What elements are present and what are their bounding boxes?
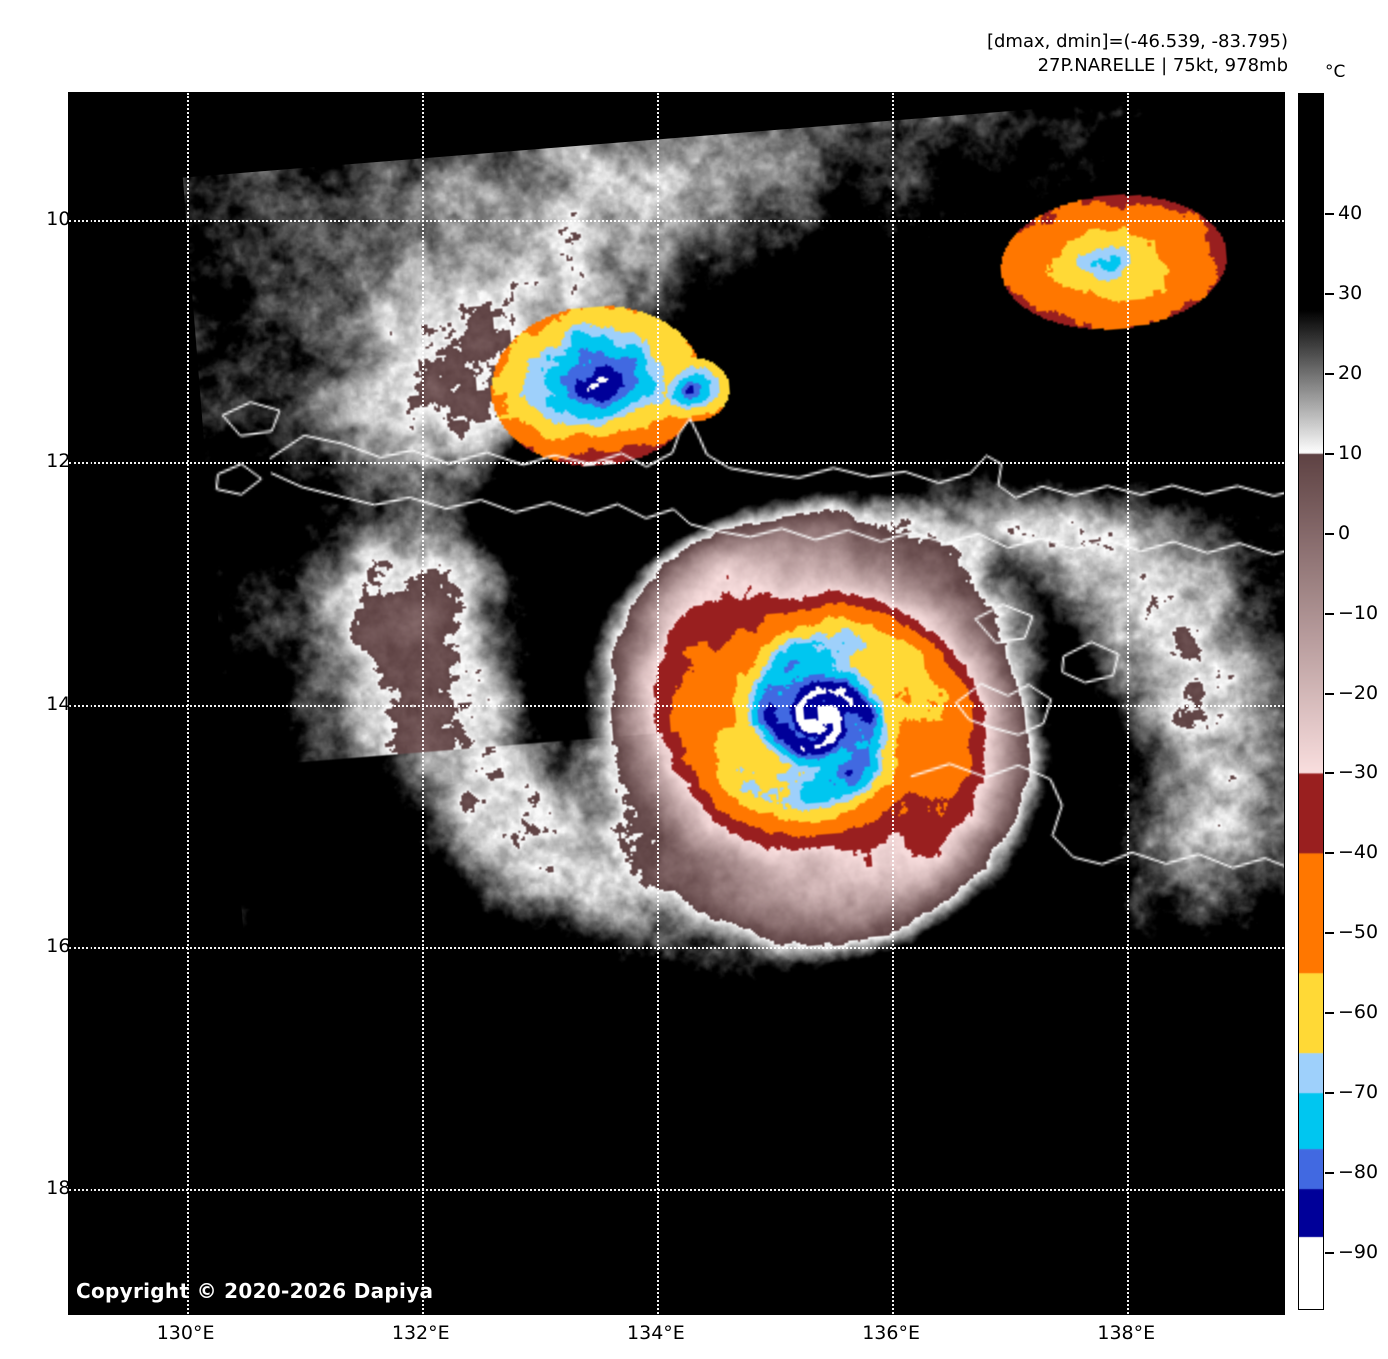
graticule-line-lat — [69, 704, 1284, 707]
colorbar-tick-label-2: 20 — [1338, 361, 1363, 384]
dminmax-label: [dmax, dmin]=(-46.539, -83.795) — [986, 31, 1288, 52]
graticule-line-lat — [69, 946, 1284, 949]
lat-tick-label-1: 12°S — [46, 450, 92, 473]
lat-tick-label-2: 14°S — [46, 692, 92, 715]
colorbar-tick-mark-0 — [1325, 212, 1334, 215]
colorbar-tick-mark-2 — [1325, 372, 1334, 375]
header-metadata-block: [dmax, dmin]=(-46.539, -83.795) 27P.NARE… — [987, 30, 1288, 79]
graticule-line-lon — [421, 93, 424, 1314]
graticule-line-lat — [69, 1188, 1284, 1191]
plot-inner — [69, 93, 1284, 1314]
lon-tick-label-2: 134°E — [627, 1322, 685, 1344]
colorbar-tick-label-8: −40 — [1338, 841, 1379, 864]
lat-tick-label-4: 18°S — [46, 1176, 92, 1199]
colorbar-tick-mark-5 — [1325, 612, 1334, 615]
colorbar-tick-mark-11 — [1325, 1092, 1334, 1095]
colorbar-tick-mark-12 — [1325, 1172, 1334, 1175]
graticule-line-lat — [69, 462, 1284, 465]
colorbar-tick-mark-4 — [1325, 532, 1334, 535]
satellite-image-plot — [68, 92, 1285, 1315]
colorbar-tick-mark-10 — [1325, 1012, 1334, 1015]
lon-tick-label-0: 130°E — [156, 1322, 215, 1344]
lat-tick-label-0: 10°S — [46, 208, 92, 231]
graticule-line-lon — [186, 93, 189, 1314]
lat-tick-label-3: 16°S — [46, 934, 92, 957]
colorbar-tick-label-7: −30 — [1338, 761, 1379, 784]
colorbar-tick-label-9: −50 — [1338, 921, 1379, 944]
colorbar-tick-label-10: −60 — [1338, 1001, 1379, 1024]
temperature-colorbar — [1298, 93, 1324, 1310]
colorbar-tick-label-5: −10 — [1338, 601, 1379, 624]
colorbar-tick-label-11: −70 — [1338, 1081, 1379, 1104]
colorbar-tick-mark-9 — [1325, 932, 1334, 935]
graticule-line-lat — [69, 220, 1284, 223]
storm-info-label: 27P.NARELLE | 75kt, 978mb — [1037, 55, 1288, 77]
copyright-label: Copyright © 2020-2026 Dapiya — [76, 1279, 434, 1303]
colorbar-tick-label-6: −20 — [1338, 681, 1379, 704]
graticule-line-lon — [892, 93, 895, 1314]
colorbar-tick-mark-3 — [1325, 452, 1334, 455]
colorbar-tick-label-12: −80 — [1338, 1161, 1379, 1184]
satellite-swath — [182, 93, 1284, 1314]
colorbar-tick-mark-13 — [1325, 1252, 1334, 1255]
colorbar-tick-label-4: 0 — [1338, 521, 1351, 544]
colorbar-tick-mark-6 — [1325, 692, 1334, 695]
colorbar-tick-mark-7 — [1325, 772, 1334, 775]
graticule-line-lon — [656, 93, 659, 1314]
colorbar-tick-mark-8 — [1325, 852, 1334, 855]
lon-tick-label-3: 136°E — [862, 1322, 920, 1344]
graticule-line-lon — [1127, 93, 1130, 1314]
colorbar-tick-label-13: −90 — [1338, 1241, 1379, 1264]
lon-tick-label-1: 132°E — [391, 1322, 450, 1344]
colorbar-tick-label-3: 10 — [1338, 441, 1363, 464]
colorbar-tick-label-1: 30 — [1338, 281, 1363, 304]
colorbar-unit-label: °C — [1325, 62, 1346, 82]
lon-tick-label-4: 138°E — [1097, 1322, 1156, 1344]
colorbar-tick-mark-1 — [1325, 292, 1334, 295]
colorbar-tick-label-0: 40 — [1338, 201, 1363, 224]
